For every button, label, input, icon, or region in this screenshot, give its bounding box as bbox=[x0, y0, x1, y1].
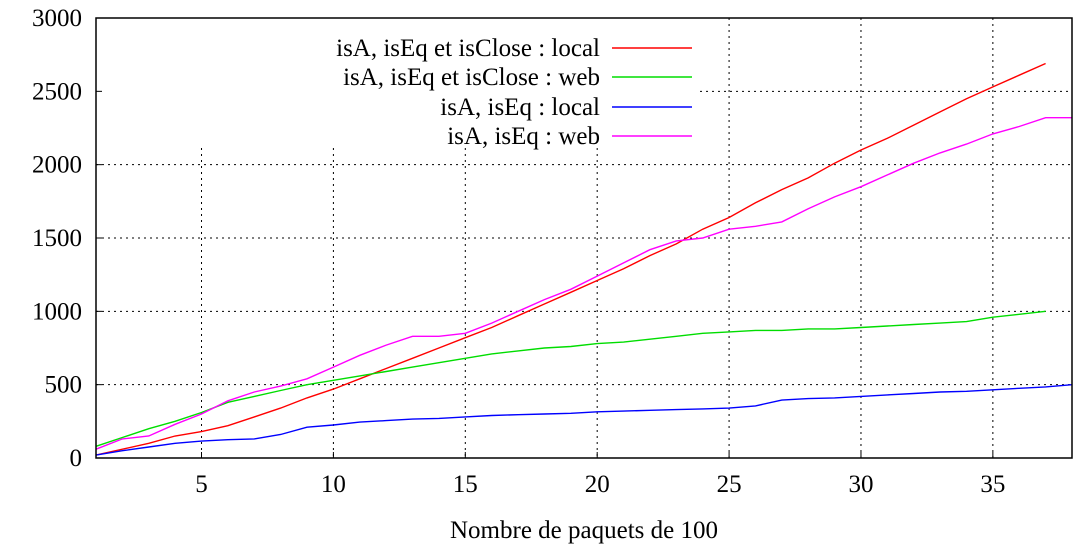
x-tick-label: 30 bbox=[848, 471, 873, 498]
y-tick-label: 2500 bbox=[32, 78, 82, 105]
y-tick-label: 2000 bbox=[32, 152, 82, 179]
y-tick-label: 0 bbox=[70, 445, 83, 472]
series-line-isa-iseq-et-isclose-local bbox=[95, 62, 1046, 456]
x-tick-label: 20 bbox=[585, 471, 610, 498]
series-lines bbox=[95, 62, 1073, 456]
legend-label: isA, isEq : local bbox=[440, 94, 600, 121]
series-line-isa-iseq-web bbox=[95, 116, 1072, 450]
grid-lines bbox=[96, 18, 1072, 458]
y-tick-label: 1500 bbox=[32, 225, 82, 252]
y-tick-label: 1000 bbox=[32, 298, 82, 325]
x-tick-label: 15 bbox=[453, 471, 478, 498]
x-tick-label: 35 bbox=[980, 471, 1005, 498]
legend-label: isA, isEq et isClose : local bbox=[336, 35, 600, 62]
x-tick-label: 10 bbox=[321, 471, 346, 498]
series-line-isa-iseq-local bbox=[95, 384, 1073, 456]
x-tick-labels: 5 10 15 20 25 30 35 bbox=[195, 452, 1005, 498]
x-axis-label: Nombre de paquets de 100 bbox=[450, 517, 718, 544]
x-tick-label: 25 bbox=[717, 471, 742, 498]
y-tick-labels: 0 500 1000 1500 2000 2500 3000 bbox=[32, 5, 102, 472]
legend-label: isA, isEq et isClose : web bbox=[343, 64, 600, 91]
series-line-isa-iseq-et-isclose-web bbox=[95, 310, 1046, 447]
y-tick-label: 500 bbox=[45, 372, 83, 399]
y-tick-label: 3000 bbox=[32, 5, 82, 32]
legend-label: isA, isEq : web bbox=[447, 123, 600, 150]
x-tick-label: 5 bbox=[195, 471, 208, 498]
